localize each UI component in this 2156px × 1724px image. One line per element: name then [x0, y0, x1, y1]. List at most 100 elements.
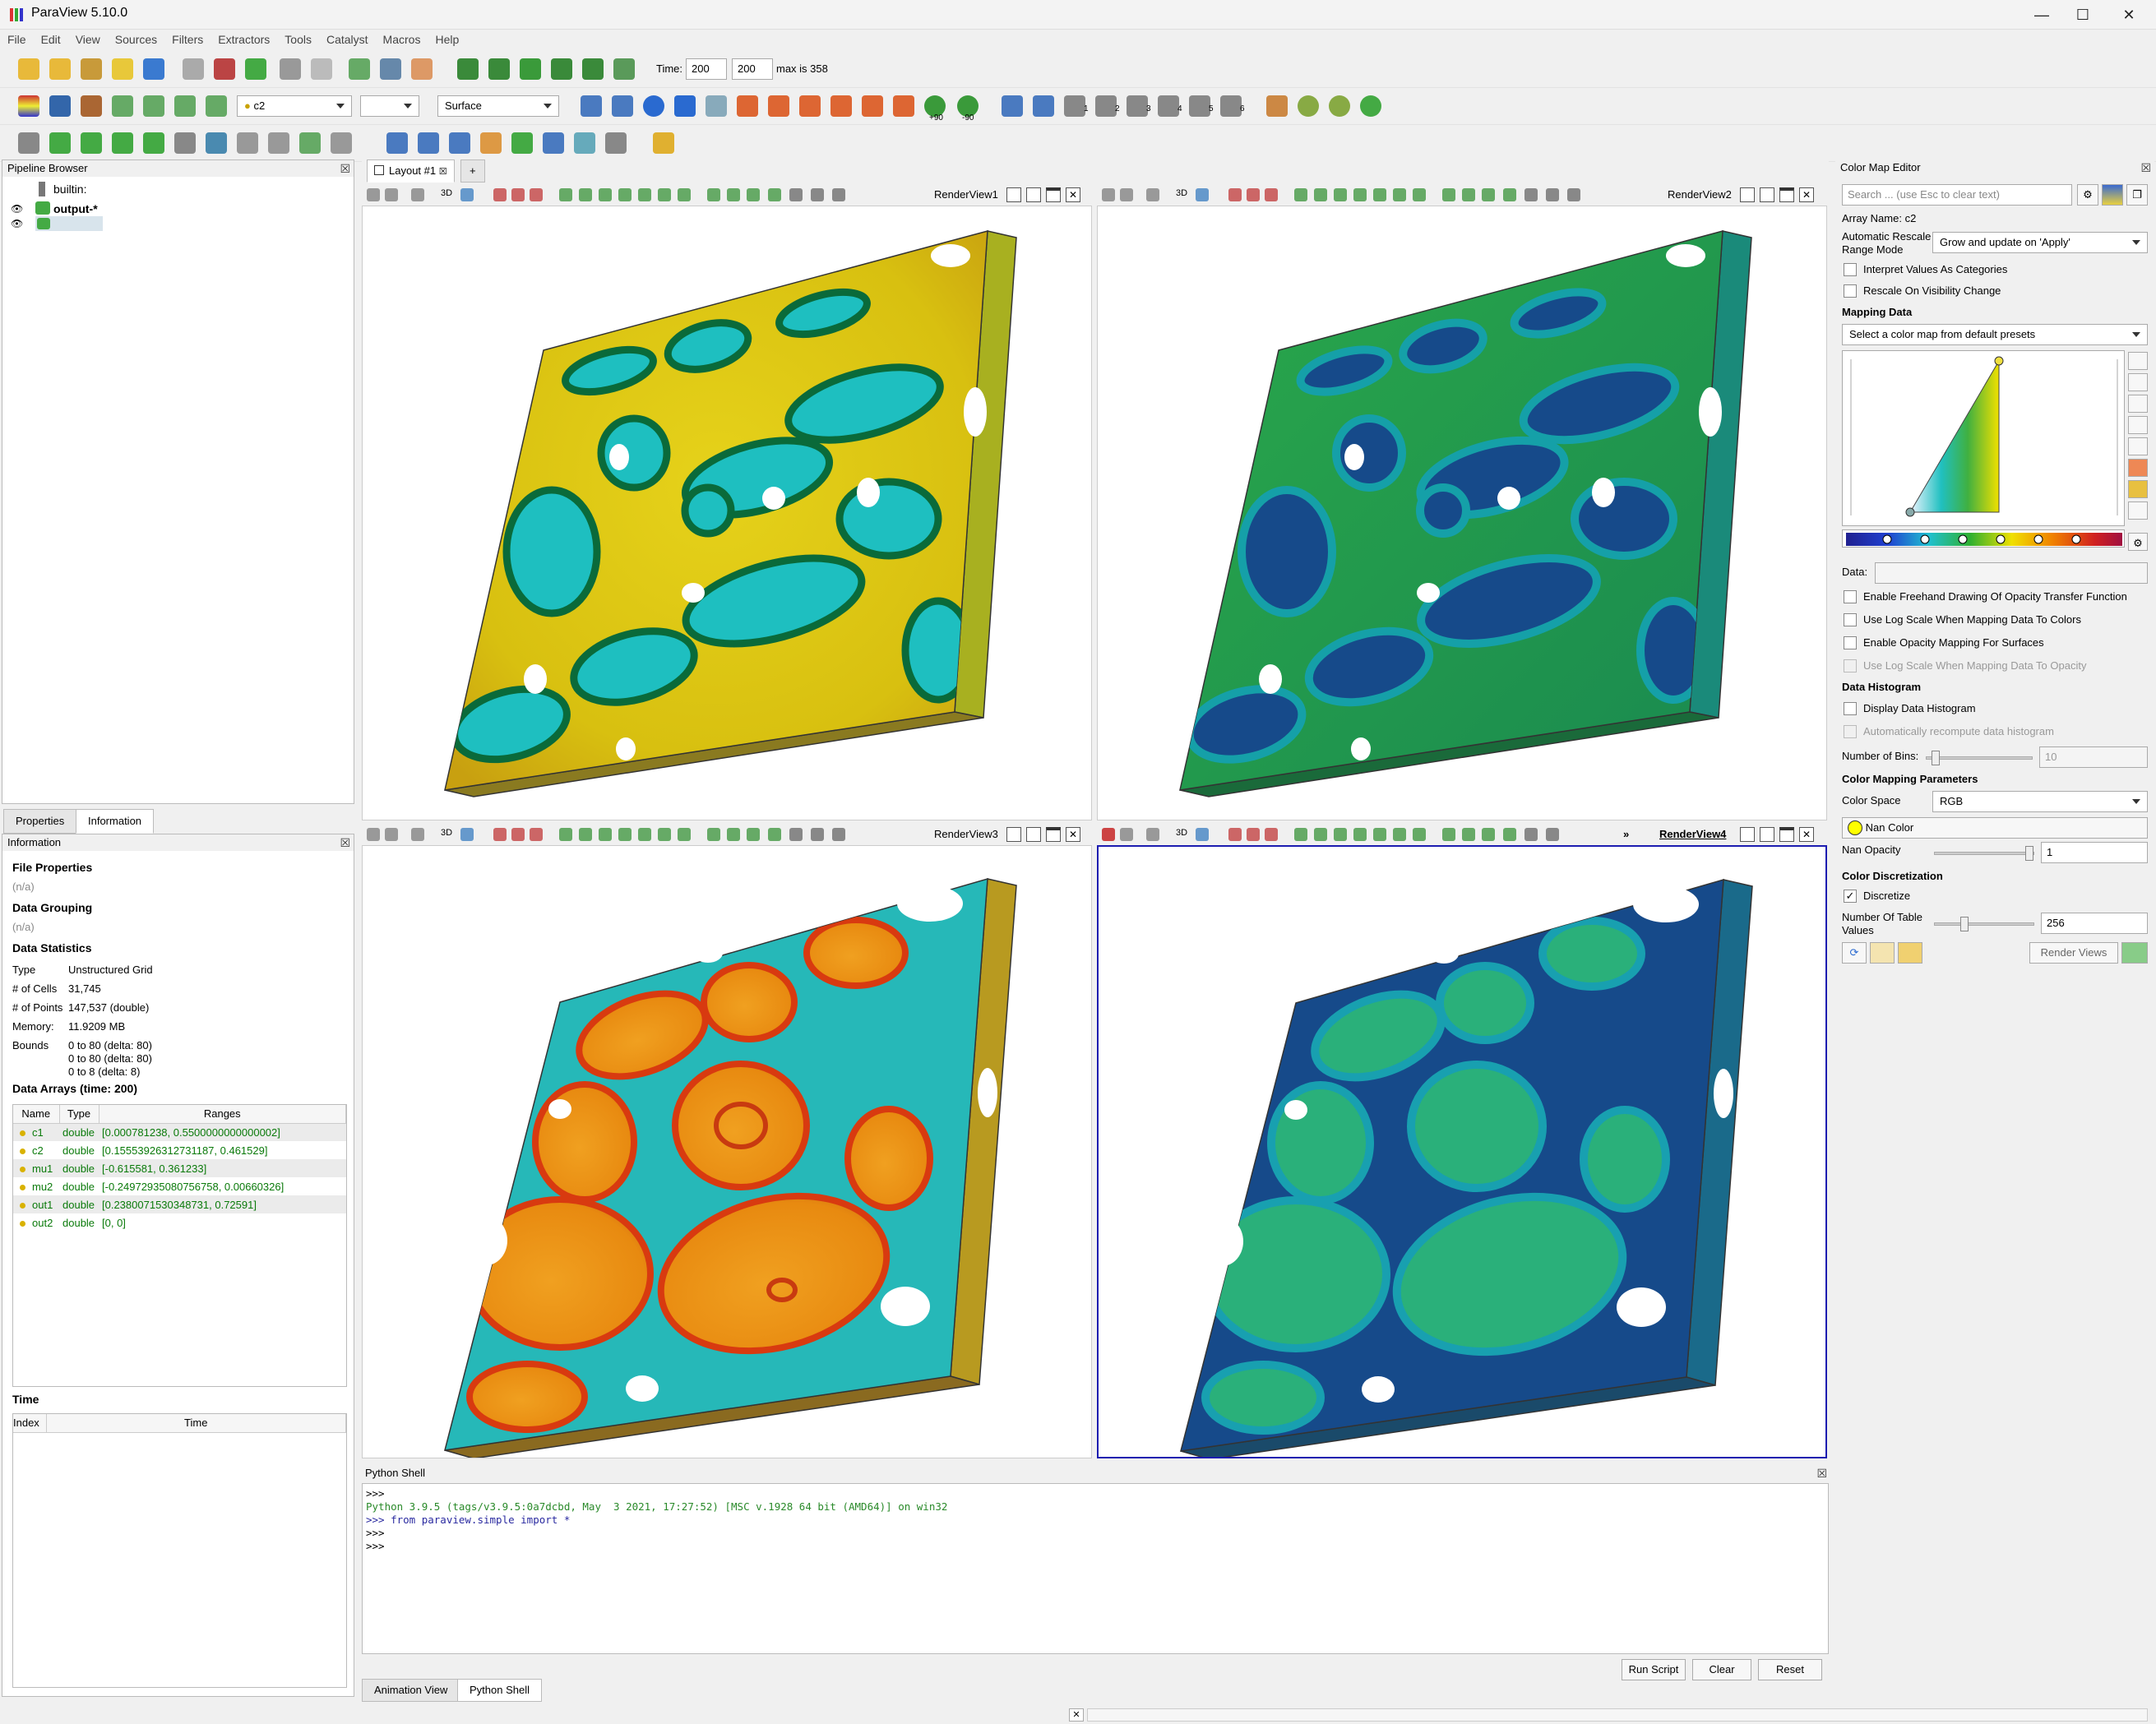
rescale-data-icon[interactable]: [2128, 395, 2148, 413]
gear-icon[interactable]: ⚙: [2128, 533, 2148, 551]
zoom-box-icon[interactable]: [674, 95, 696, 117]
status-close-icon[interactable]: ✕: [1069, 1708, 1084, 1722]
menu-tools[interactable]: Tools: [285, 33, 312, 46]
maximize-view-button[interactable]: [1779, 187, 1794, 202]
view-more-button[interactable]: »: [1623, 828, 1630, 840]
split-horizontal-button[interactable]: [1006, 827, 1021, 842]
3d-toggle-button[interactable]: 3D: [1176, 188, 1188, 198]
rescale-custom-icon[interactable]: [2128, 373, 2148, 391]
camera-undo-icon[interactable]: [349, 58, 370, 80]
representation-combo[interactable]: Surface: [437, 95, 559, 117]
first-frame-icon[interactable]: [457, 58, 479, 80]
zoom-closest-icon[interactable]: [643, 95, 664, 117]
split-horizontal-button[interactable]: [1006, 187, 1021, 202]
nan-color-button[interactable]: Nan Color: [1842, 817, 2148, 839]
view-toolbar-icon[interactable]: [768, 828, 781, 841]
clear-button[interactable]: Clear: [1692, 1659, 1751, 1680]
3d-toggle-button[interactable]: 3D: [441, 828, 453, 838]
menu-view[interactable]: View: [75, 33, 100, 46]
view-toolbar-icon[interactable]: [1373, 828, 1386, 841]
plot-data-over-time-icon[interactable]: [574, 132, 595, 154]
color-palette-icon[interactable]: [411, 58, 433, 80]
previous-frame-icon[interactable]: [488, 58, 510, 80]
array-combo[interactable]: ● c2: [237, 95, 352, 117]
view-toolbar-icon[interactable]: [1503, 828, 1516, 841]
center-axes-icon[interactable]: [1266, 95, 1288, 117]
num-bins-slider-handle[interactable]: [1932, 751, 1940, 765]
view-toolbar-icon[interactable]: [493, 828, 507, 841]
col-type[interactable]: Type: [59, 1105, 99, 1124]
rescale-visible-icon[interactable]: [2128, 416, 2148, 434]
color-transfer-function-bar[interactable]: [1842, 529, 2125, 548]
view-toolbar-icon[interactable]: [367, 828, 380, 841]
save-preset-icon[interactable]: [2128, 480, 2148, 498]
view-toolbar-icon[interactable]: [1294, 828, 1307, 841]
view-toolbar-icon[interactable]: [1334, 828, 1347, 841]
close-icon[interactable]: ☒: [1816, 1467, 1827, 1480]
view-toolbar-icon[interactable]: [1462, 828, 1475, 841]
view-toolbar-icon[interactable]: [658, 828, 671, 841]
view-toolbar-icon[interactable]: [1524, 188, 1538, 201]
num-bins-input[interactable]: 10: [2039, 746, 2148, 768]
view-toolbar-icon[interactable]: [707, 188, 720, 201]
add-layout-tab[interactable]: +: [460, 159, 485, 183]
rescale-visible-icon[interactable]: [174, 95, 196, 117]
menu-catalyst[interactable]: Catalyst: [326, 33, 368, 46]
view-toolbar-icon[interactable]: [1413, 188, 1426, 201]
view-toolbar-icon[interactable]: [1247, 188, 1260, 201]
python-calculator-icon[interactable]: [480, 132, 502, 154]
view-toolbar-icon[interactable]: [1567, 188, 1580, 201]
opacity-control-point[interactable]: [1905, 507, 1915, 517]
menu-sources[interactable]: Sources: [114, 33, 158, 46]
menu-filters[interactable]: Filters: [172, 33, 204, 46]
close-icon[interactable]: ☒: [340, 836, 350, 849]
view-toolbar-icon[interactable]: [530, 828, 543, 841]
add-camera-link-icon[interactable]: [1033, 95, 1054, 117]
view-toolbar-icon[interactable]: [1503, 188, 1516, 201]
contour-icon[interactable]: [49, 132, 71, 154]
invert-icon[interactable]: [2128, 437, 2148, 455]
set-view-plus-y-icon[interactable]: [799, 95, 821, 117]
glyph-icon[interactable]: [206, 132, 227, 154]
time-index-spinbox[interactable]: 200: [732, 58, 773, 80]
view-toolbar-icon[interactable]: [1482, 828, 1495, 841]
interpret-categories-checkbox[interactable]: [1844, 263, 1857, 276]
clip-icon[interactable]: [81, 132, 102, 154]
split-vertical-button[interactable]: [1760, 187, 1774, 202]
split-vertical-button[interactable]: [1026, 827, 1041, 842]
view-toolbar-icon[interactable]: [1102, 828, 1115, 841]
render-view-4-active[interactable]: [1097, 845, 1827, 1458]
undo-icon[interactable]: [280, 58, 301, 80]
view-toolbar-icon[interactable]: [1462, 188, 1475, 201]
auto-rescale-combo[interactable]: Grow and update on 'Apply': [1932, 232, 2148, 253]
view-toolbar-icon[interactable]: [1314, 828, 1327, 841]
view-toolbar-icon[interactable]: [832, 828, 845, 841]
view-toolbar-icon[interactable]: [579, 188, 592, 201]
menu-macros[interactable]: Macros: [382, 33, 421, 46]
view-toolbar-icon[interactable]: [638, 828, 651, 841]
view-toolbar-icon[interactable]: [727, 828, 740, 841]
render-view-3-canvas[interactable]: [363, 846, 1092, 1458]
edit-colormap-icon[interactable]: [49, 95, 71, 117]
toggle-colorbar-icon[interactable]: [18, 95, 39, 117]
close-window-button[interactable]: ✕: [2122, 7, 2135, 23]
view-toolbar-icon[interactable]: [493, 188, 507, 201]
split-horizontal-button[interactable]: [1740, 827, 1755, 842]
view-toolbar-icon[interactable]: [460, 828, 474, 841]
discretize-checkbox[interactable]: ✓: [1844, 890, 1857, 903]
view-toolbar-icon[interactable]: [658, 188, 671, 201]
color-space-combo[interactable]: RGB: [1932, 791, 2148, 812]
view-toolbar-icon[interactable]: [1265, 188, 1278, 201]
rotate-plus-90-icon[interactable]: [924, 95, 946, 117]
color-control-point[interactable]: [1920, 534, 1930, 544]
col-ranges[interactable]: Ranges: [99, 1105, 346, 1124]
auto-recompute-checkbox[interactable]: [1844, 725, 1857, 738]
view-toolbar-icon[interactable]: [511, 188, 525, 201]
view-toolbar-icon[interactable]: [1546, 828, 1559, 841]
ruler-icon[interactable]: [653, 132, 674, 154]
set-view-plus-x-icon[interactable]: [737, 95, 758, 117]
close-view-button[interactable]: ✕: [1799, 187, 1814, 202]
render-view-3[interactable]: [362, 845, 1092, 1458]
set-view-plus-z-icon[interactable]: [862, 95, 883, 117]
view-toolbar-icon[interactable]: [1334, 188, 1347, 201]
